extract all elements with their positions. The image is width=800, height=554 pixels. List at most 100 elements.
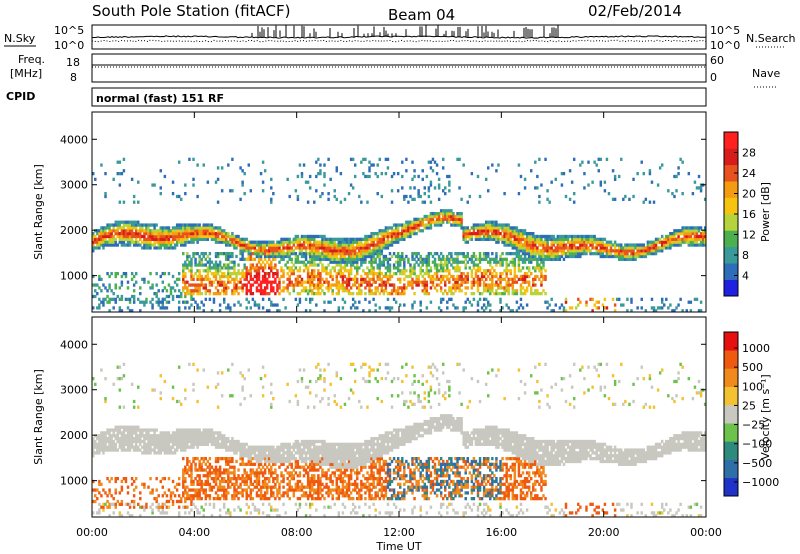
power-cell — [349, 277, 353, 281]
velocity-cell — [194, 505, 197, 509]
power-cell — [599, 246, 603, 250]
velocity-cell — [196, 437, 199, 441]
power-cell — [286, 266, 289, 270]
power-cell — [194, 252, 197, 256]
power-cell — [503, 229, 506, 233]
power-cell — [542, 263, 545, 267]
power-cell — [351, 277, 355, 281]
power-cell — [673, 237, 676, 241]
power-cell — [572, 252, 576, 256]
power-cell — [532, 234, 535, 239]
power-cell — [321, 249, 324, 253]
power-cell — [304, 237, 308, 241]
power-cell — [155, 294, 158, 299]
power-cell — [257, 272, 261, 276]
power-cell — [448, 277, 451, 281]
power-cell — [319, 240, 322, 244]
power-cell — [536, 289, 539, 293]
power-cell — [450, 286, 453, 290]
power-cell — [225, 289, 228, 293]
power-cell — [384, 243, 388, 247]
power-cell — [495, 169, 498, 173]
power-cell — [480, 306, 484, 310]
power-cell — [450, 254, 453, 259]
power-cell — [380, 260, 384, 264]
power-cell — [108, 226, 111, 230]
power-cell — [448, 220, 451, 224]
power-cell — [595, 249, 598, 253]
power-cell — [192, 237, 195, 241]
power-cell — [405, 269, 408, 273]
power-cell — [177, 229, 181, 233]
power-cell — [444, 269, 447, 273]
power-cell — [603, 243, 607, 247]
power-cell — [441, 220, 445, 224]
power-cell — [466, 252, 469, 256]
power-cell — [225, 237, 228, 241]
power-cell — [591, 252, 594, 256]
power-cell — [253, 252, 257, 256]
power-cell — [126, 237, 130, 241]
power-cell — [313, 292, 316, 296]
power-cell — [392, 252, 396, 256]
power-cell — [196, 263, 199, 267]
power-cell — [441, 189, 445, 193]
power-cell — [548, 200, 551, 204]
velocity-cell — [139, 428, 142, 432]
power-cell — [321, 246, 324, 250]
power-cell — [542, 249, 545, 253]
power-cell — [177, 160, 181, 164]
power-cell — [597, 169, 600, 173]
power-cell — [495, 263, 498, 267]
power-cell — [542, 234, 545, 239]
velocity-cell — [163, 379, 167, 384]
nave-tick-top: 60 — [710, 54, 724, 67]
velocity-cell — [167, 434, 171, 438]
power-cell — [581, 246, 584, 250]
power-cell — [546, 249, 549, 253]
velocity-cell — [212, 468, 216, 472]
power-cell — [130, 237, 134, 241]
velocity-cell — [188, 428, 191, 432]
power-cell — [368, 283, 371, 287]
power-cell — [652, 252, 656, 256]
power-cell — [478, 297, 482, 301]
power-cell — [423, 289, 427, 293]
power-cell — [429, 217, 433, 221]
power-cell — [507, 234, 510, 239]
power-cell — [192, 226, 195, 230]
power-cell — [362, 277, 365, 281]
power-cell — [417, 174, 420, 179]
power-cell — [278, 260, 281, 264]
power-cell — [482, 254, 486, 259]
velocity-cell — [130, 482, 134, 486]
velocity-cell — [147, 485, 150, 489]
power-cell — [484, 232, 488, 236]
power-cell — [114, 272, 117, 276]
power-cell — [687, 226, 691, 230]
power-cell — [165, 306, 169, 310]
power-cell — [499, 280, 502, 284]
power-cell — [368, 292, 371, 296]
power-cell — [366, 252, 369, 256]
power-cell — [460, 223, 463, 227]
power-cell — [356, 252, 359, 256]
power-cell — [487, 303, 490, 307]
power-cell — [476, 223, 480, 227]
power-cell — [656, 249, 660, 253]
power-cell — [476, 237, 480, 241]
power-cell — [335, 272, 338, 276]
power-cell — [521, 257, 525, 261]
power-cell — [272, 272, 275, 276]
power-cell — [268, 263, 271, 267]
power-cell — [143, 300, 146, 304]
power-cell — [691, 229, 695, 233]
power-cell — [145, 243, 148, 247]
power-cell — [339, 274, 343, 279]
velocity-cell — [188, 511, 191, 515]
power-cell — [394, 232, 398, 236]
velocity-cell — [106, 448, 109, 452]
power-cell — [261, 277, 265, 281]
velocity-cell — [112, 497, 115, 501]
power-cell — [642, 252, 645, 256]
